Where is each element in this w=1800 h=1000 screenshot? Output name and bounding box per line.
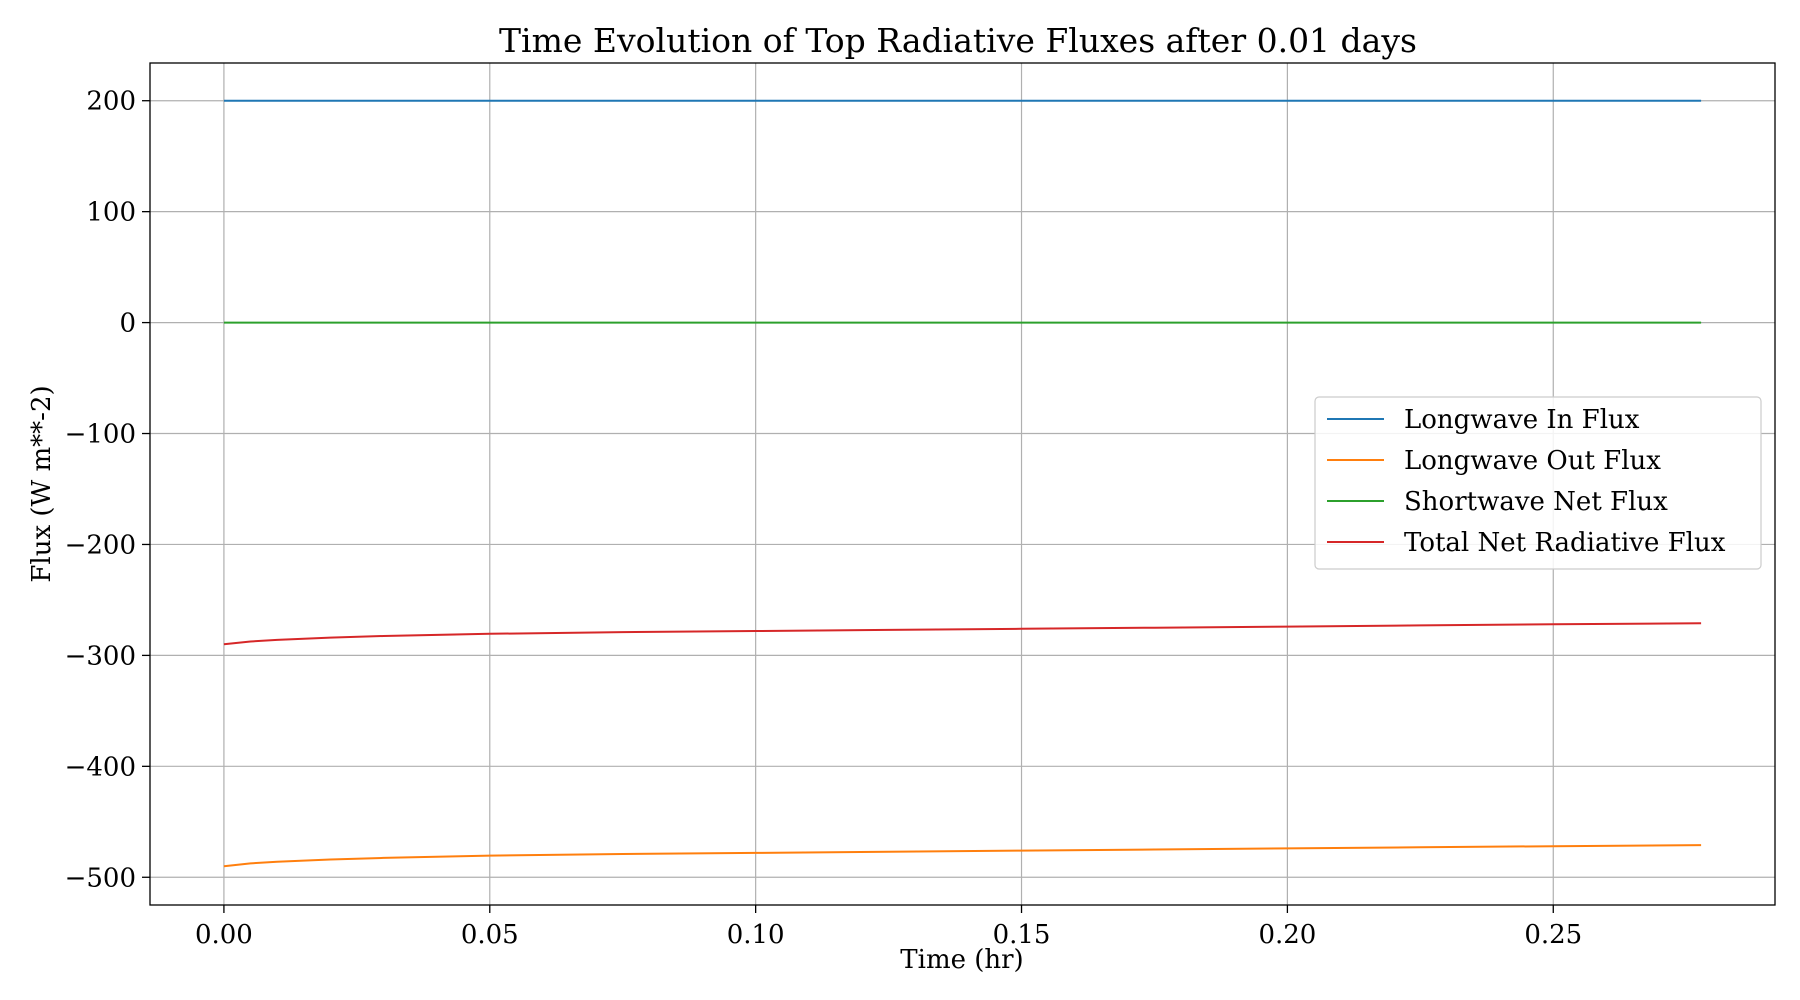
x-tick-label: 0.05 [461,920,519,950]
series-line-2 [223,844,1702,868]
chart-title: Time Evolution of Top Radiative Fluxes a… [499,21,1417,60]
x-tick-label: 0.00 [195,920,253,950]
y-tick-label: −200 [65,530,136,560]
x-axis-label: Time (hr) [900,945,1023,975]
legend-label: Longwave In Flux [1404,405,1640,435]
series-line-4 [223,622,1702,646]
y-axis-ticks: 200 100 0 −100 −200 −300 −400 −500 [65,87,150,893]
plot-area-frame [149,62,1776,906]
y-axis-label: Flux (W m**-2) [27,385,57,582]
y-tick-label: 100 [86,198,136,228]
x-tick-label: 0.15 [993,920,1051,950]
legend-label: Longwave Out Flux [1404,446,1661,476]
x-tick-label: 0.10 [727,920,785,950]
y-tick-label: −300 [65,641,136,671]
x-axis-ticks: 0.00 0.05 0.10 0.15 0.20 0.25 [195,905,1582,950]
legend: Longwave In Flux Longwave Out Flux Shortwa… [1314,396,1762,570]
legend-label: Shortwave Net Flux [1404,487,1668,517]
legend-entries: Longwave In Flux Longwave Out Flux Shortwa… [1327,405,1726,558]
y-tick-label: 200 [86,87,136,117]
x-tick-label: 0.20 [1258,920,1316,950]
y-tick-label: −500 [65,863,136,893]
y-tick-label: −400 [65,752,136,782]
y-tick-label: −100 [65,420,136,450]
legend-label: Total Net Radiative Flux [1404,528,1726,558]
y-tick-label: 0 [119,309,136,339]
x-tick-label: 0.25 [1524,920,1582,950]
legend-frame [1314,396,1762,570]
series-lines [223,99,1702,868]
